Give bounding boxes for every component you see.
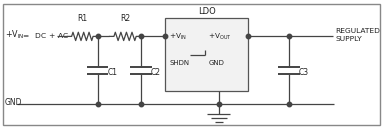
- Text: LDO: LDO: [198, 6, 216, 16]
- Text: REGULATED
SUPPLY: REGULATED SUPPLY: [335, 28, 380, 42]
- Text: +V$_{\mathsf{OUT}}$: +V$_{\mathsf{OUT}}$: [208, 32, 232, 42]
- Text: +V$_{\mathsf{IN}}$: +V$_{\mathsf{IN}}$: [5, 29, 25, 41]
- Text: +V$_{\mathsf{IN}}$: +V$_{\mathsf{IN}}$: [169, 32, 187, 42]
- Text: C2: C2: [151, 68, 160, 77]
- Text: R1: R1: [77, 14, 87, 23]
- Text: $=$  DC + AC: $=$ DC + AC: [21, 31, 69, 40]
- Text: C1: C1: [107, 68, 117, 77]
- Text: GND: GND: [208, 60, 224, 66]
- Text: GND: GND: [5, 98, 23, 107]
- FancyBboxPatch shape: [165, 18, 248, 91]
- Text: C3: C3: [299, 68, 309, 77]
- Text: SHDN: SHDN: [169, 60, 190, 66]
- Text: R2: R2: [120, 14, 130, 23]
